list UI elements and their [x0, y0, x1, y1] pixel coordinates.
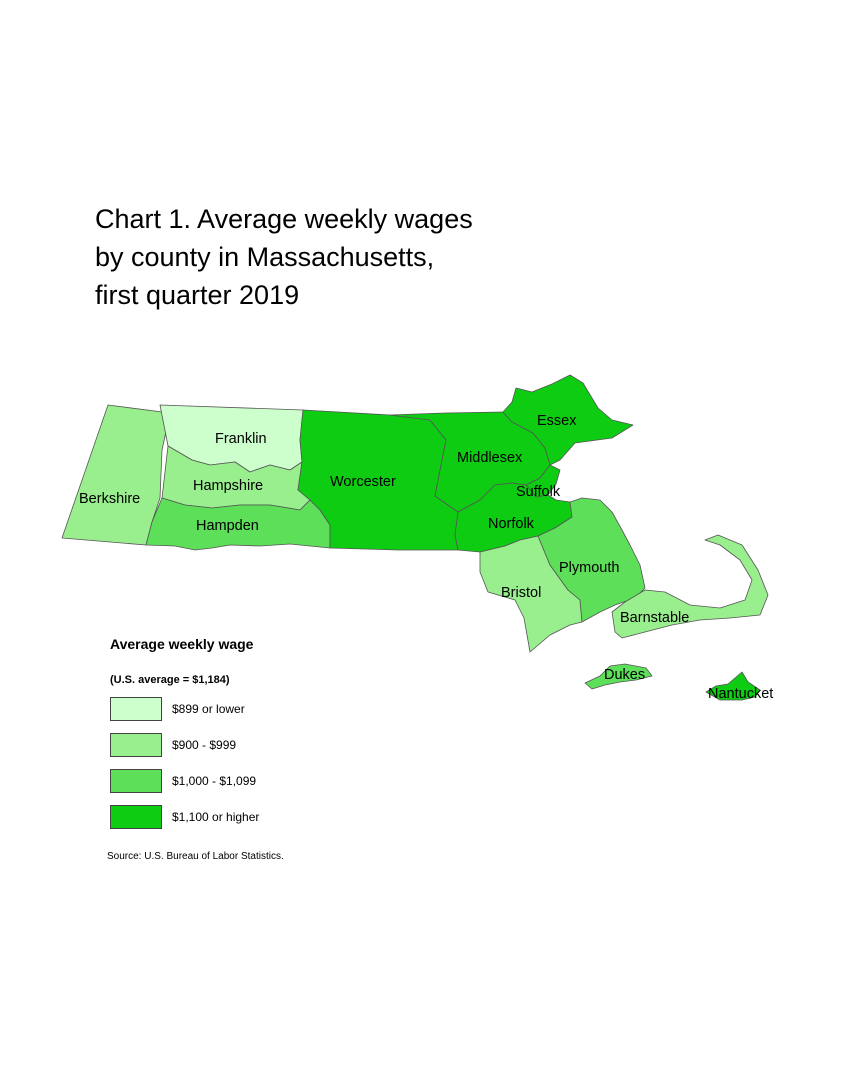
county-shapes	[61, 374, 769, 701]
legend-item-1000-1099: $1,000 - $1,099	[110, 768, 410, 794]
legend-item-label: $900 - $999	[172, 738, 237, 752]
county-label-hampden: Hampden	[196, 518, 259, 534]
county-barnstable[interactable]	[611, 534, 769, 639]
county-essex[interactable]	[502, 374, 634, 466]
legend-item-899-or-lower: $899 or lower	[110, 696, 410, 722]
county-label-franklin: Franklin	[215, 431, 267, 447]
county-dukes[interactable]	[584, 663, 653, 690]
legend-item-label: $899 or lower	[172, 702, 245, 716]
legend-swatch	[110, 733, 162, 757]
chart-title-line-2: by county in Massachusetts,	[95, 242, 435, 272]
county-label-essex: Essex	[537, 413, 577, 429]
county-label-suffolk: Suffolk	[516, 484, 561, 500]
chart-title-line-3: first quarter 2019	[95, 280, 300, 310]
county-label-norfolk: Norfolk	[488, 516, 535, 532]
county-label-hampshire: Hampshire	[193, 478, 263, 494]
legend-title: Average weekly wage	[110, 636, 254, 652]
county-label-middlesex: Middlesex	[457, 450, 523, 466]
legend-swatch	[110, 769, 162, 793]
county-label-barnstable: Barnstable	[620, 610, 689, 626]
source-note: Source: U.S. Bureau of Labor Statistics.	[107, 851, 284, 862]
legend-item-1100-or-higher: $1,100 or higher	[110, 804, 410, 830]
legend-swatch	[110, 697, 162, 721]
county-label-dukes: Dukes	[604, 667, 645, 683]
county-bristol[interactable]	[479, 535, 583, 653]
legend-item-label: $1,000 - $1,099	[172, 774, 257, 788]
county-nantucket[interactable]	[705, 671, 761, 701]
legend: Average weekly wage (U.S. average = $1,1…	[110, 636, 410, 840]
legend-item-label: $1,100 or higher	[172, 810, 260, 824]
legend-swatch	[110, 805, 162, 829]
legend-subtitle: (U.S. average = $1,184)	[110, 674, 230, 686]
county-plymouth[interactable]	[537, 497, 646, 623]
county-label-berkshire: Berkshire	[79, 491, 140, 507]
legend-items: $899 or lower $900 - $999 $1,000 - $1,09…	[110, 696, 410, 830]
chart-title-line-1: Chart 1. Average weekly wages	[95, 204, 473, 234]
county-labels: Berkshire Franklin Hampshire Hampden Wor…	[79, 413, 773, 702]
county-label-worcester: Worcester	[330, 474, 396, 490]
county-label-nantucket: Nantucket	[708, 686, 773, 702]
county-label-bristol: Bristol	[501, 585, 541, 601]
county-label-plymouth: Plymouth	[559, 560, 619, 576]
legend-item-900-999: $900 - $999	[110, 732, 410, 758]
chart-title: Chart 1. Average weekly wages by county …	[95, 200, 615, 314]
